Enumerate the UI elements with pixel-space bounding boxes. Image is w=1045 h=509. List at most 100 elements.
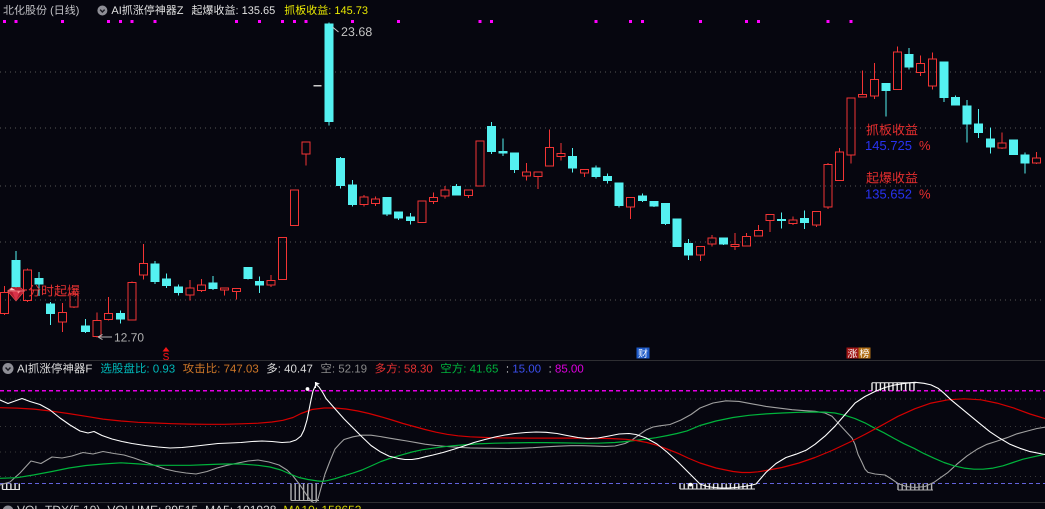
sub-header-field-value xyxy=(555,364,584,373)
sub-header-field-value xyxy=(513,364,541,373)
sub-indicator-pane xyxy=(0,381,1045,503)
candle-bar-18 xyxy=(208,276,218,290)
candle-bar-17 xyxy=(197,278,206,292)
main-indicator-collapse-icon[interactable] xyxy=(97,5,108,16)
sub-header-field-label xyxy=(183,362,220,374)
signal-dot xyxy=(118,20,122,23)
low-price-label-text xyxy=(114,333,144,342)
candle-bar-3 xyxy=(34,272,44,296)
candle-bar-75 xyxy=(869,63,879,100)
candle-bar-36 xyxy=(417,200,427,224)
burst-label-text xyxy=(28,284,80,297)
line-peak-dot xyxy=(688,482,693,487)
news-badge-text xyxy=(859,348,869,358)
stock-title-text xyxy=(3,4,79,17)
candle-bar-24 xyxy=(278,237,288,281)
sub-header-field-value xyxy=(284,364,313,373)
sub-indicator-header xyxy=(2,362,584,374)
signal-dot xyxy=(304,20,308,23)
signal-dot xyxy=(258,20,261,23)
signal-dot xyxy=(107,20,111,23)
candle-bar-37 xyxy=(429,192,438,205)
candle-bar-14 xyxy=(162,273,172,289)
candle-bar-9 xyxy=(104,297,114,321)
candle-bar-89 xyxy=(1032,151,1042,164)
candle-bar-35 xyxy=(405,212,415,225)
main-header-field-value xyxy=(335,6,368,15)
candle-bar-62 xyxy=(719,237,728,245)
sub-header-field-value xyxy=(224,364,259,373)
sub-indicator-name-text xyxy=(17,362,92,374)
signal-dot xyxy=(756,20,760,23)
candle-bar-21 xyxy=(243,266,253,280)
candle-bar-39 xyxy=(452,184,462,196)
volume-collapse-icon[interactable] xyxy=(2,505,14,509)
sub-header-field-label xyxy=(441,362,466,374)
candle-bar-45 xyxy=(521,163,531,181)
candle-bar-31 xyxy=(359,195,369,207)
sub-indicator-collapse-icon[interactable] xyxy=(2,363,14,374)
candle-bar-69 xyxy=(800,210,810,229)
low-label-arrow xyxy=(97,333,112,341)
candle-bar-44 xyxy=(510,152,520,174)
sell-signal-marker xyxy=(162,347,170,361)
candle-bar-55 xyxy=(637,193,647,202)
candle-bar-64 xyxy=(742,232,752,247)
candle-bar-72 xyxy=(835,148,844,182)
candle-bar-13 xyxy=(150,261,160,285)
candle-bar-27 xyxy=(313,85,322,87)
candle-bar-34 xyxy=(394,211,404,220)
candle-bar-83 xyxy=(962,99,972,143)
sub-header-field-label xyxy=(100,362,149,374)
sub-header-field-value xyxy=(404,364,433,373)
news-badge-text xyxy=(638,348,648,358)
high-label-tick xyxy=(332,26,339,33)
news-badge[interactable] xyxy=(858,347,871,359)
candle-bar-11 xyxy=(127,281,137,321)
fast-line xyxy=(0,381,1045,489)
candle-bar-48 xyxy=(556,143,566,161)
candle-bar-73 xyxy=(846,97,856,164)
candle-bar-42 xyxy=(487,122,496,154)
signal-dot xyxy=(397,20,401,23)
sub-header-field-label xyxy=(321,362,335,374)
candle-bar-79 xyxy=(916,55,926,77)
candle-bar-66 xyxy=(765,214,775,232)
candle-bar-52 xyxy=(603,173,612,184)
signal-dot xyxy=(130,20,134,23)
candle-bar-46 xyxy=(533,171,543,189)
candle-bar-5 xyxy=(57,303,67,332)
candle-bar-10 xyxy=(115,310,125,324)
candle-bar-87 xyxy=(1009,139,1018,156)
news-badge[interactable] xyxy=(846,347,859,359)
hatch-marks xyxy=(290,483,319,501)
candle-bar-8 xyxy=(92,312,102,338)
signal-dot xyxy=(629,20,633,23)
signal-dot xyxy=(14,20,18,23)
candle-bar-23 xyxy=(266,274,276,287)
red-diamond-gem xyxy=(7,287,25,302)
high-price-label-text xyxy=(341,27,372,37)
candle-bar-33 xyxy=(382,197,392,216)
signal-dot xyxy=(2,20,6,23)
signal-dot xyxy=(153,20,157,23)
candlestick-series xyxy=(0,22,1042,338)
candle-bar-68 xyxy=(788,216,798,225)
candle-bar-78 xyxy=(904,48,914,70)
candle-bar-59 xyxy=(684,239,694,261)
candle-bar-43 xyxy=(498,138,508,156)
candle-bar-20 xyxy=(231,288,241,300)
candle-bar-0 xyxy=(0,286,9,315)
candle-bar-67 xyxy=(777,212,786,229)
float-label-title xyxy=(866,171,918,184)
candle-bar-63 xyxy=(730,232,740,250)
news-badge[interactable] xyxy=(636,347,650,359)
candle-bar-22 xyxy=(255,276,264,293)
candle-bar-41 xyxy=(475,140,485,187)
float-label-value xyxy=(865,189,912,199)
volume-field-label xyxy=(284,505,318,509)
candle-bar-58 xyxy=(672,218,682,248)
float-label-title xyxy=(866,123,918,136)
